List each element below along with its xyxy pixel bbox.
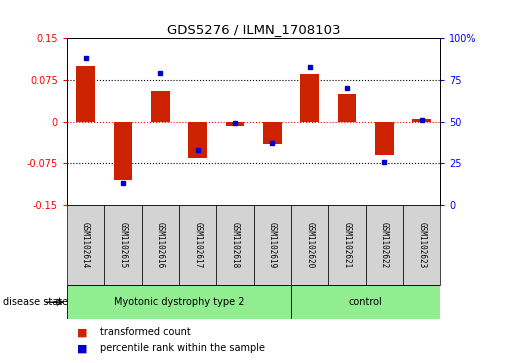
Text: GSM1102622: GSM1102622 <box>380 222 389 268</box>
Bar <box>300 74 319 122</box>
Text: control: control <box>349 297 383 307</box>
Bar <box>329 205 366 285</box>
Bar <box>67 205 104 285</box>
Bar <box>403 205 440 285</box>
Text: GSM1102618: GSM1102618 <box>231 222 239 268</box>
Bar <box>291 285 440 319</box>
Bar <box>114 122 132 180</box>
Text: GSM1102623: GSM1102623 <box>417 222 426 268</box>
Bar <box>338 94 356 122</box>
Text: percentile rank within the sample: percentile rank within the sample <box>100 343 265 354</box>
Bar <box>413 119 431 122</box>
Bar <box>179 205 216 285</box>
Bar <box>151 91 169 122</box>
Text: ■: ■ <box>77 327 88 337</box>
Text: GSM1102621: GSM1102621 <box>342 222 351 268</box>
Bar <box>291 205 329 285</box>
Bar <box>142 205 179 285</box>
Bar <box>67 285 291 319</box>
Bar <box>104 205 142 285</box>
Text: GSM1102617: GSM1102617 <box>193 222 202 268</box>
Bar <box>226 122 244 126</box>
Bar <box>216 205 253 285</box>
Bar <box>366 205 403 285</box>
Text: GSM1102619: GSM1102619 <box>268 222 277 268</box>
Text: Myotonic dystrophy type 2: Myotonic dystrophy type 2 <box>114 297 244 307</box>
Bar <box>76 66 95 122</box>
Text: GSM1102614: GSM1102614 <box>81 222 90 268</box>
Text: GSM1102615: GSM1102615 <box>118 222 127 268</box>
Bar <box>188 122 207 158</box>
Text: transformed count: transformed count <box>100 327 191 337</box>
Text: GSM1102616: GSM1102616 <box>156 222 165 268</box>
Bar <box>253 205 291 285</box>
Title: GDS5276 / ILMN_1708103: GDS5276 / ILMN_1708103 <box>167 23 340 36</box>
Text: ■: ■ <box>77 343 88 354</box>
Bar <box>263 122 282 144</box>
Text: GSM1102620: GSM1102620 <box>305 222 314 268</box>
Text: disease state: disease state <box>3 297 67 307</box>
Bar <box>375 122 393 155</box>
